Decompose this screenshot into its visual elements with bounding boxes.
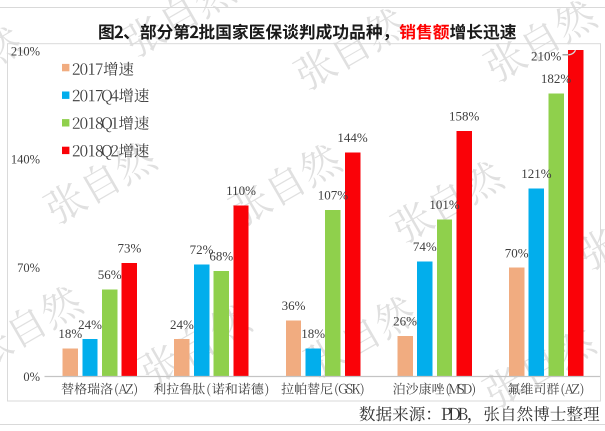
svg-text:18%: 18% [301, 326, 325, 341]
svg-text:110%: 110% [226, 183, 256, 198]
svg-text:158%: 158% [449, 108, 480, 123]
svg-text:101%: 101% [429, 197, 460, 212]
svg-text:36%: 36% [282, 298, 306, 313]
svg-text:73%: 73% [117, 241, 141, 256]
svg-text:24%: 24% [170, 317, 194, 332]
svg-text:74%: 74% [413, 239, 437, 254]
svg-text:72%: 72% [190, 242, 214, 257]
svg-text:68%: 68% [209, 248, 233, 263]
svg-text:70%: 70% [505, 245, 529, 260]
svg-text:56%: 56% [98, 267, 122, 282]
svg-text:121%: 121% [521, 166, 552, 181]
svg-text:26%: 26% [393, 314, 417, 329]
svg-text:140%: 140% [11, 152, 40, 166]
svg-text:182%: 182% [541, 71, 572, 86]
svg-text:107%: 107% [318, 188, 349, 203]
svg-text:24%: 24% [78, 317, 102, 332]
svg-text:18%: 18% [58, 326, 82, 341]
svg-text:210%: 210% [11, 44, 40, 58]
svg-text:210%: 210% [531, 49, 562, 64]
svg-text:0%: 0% [23, 370, 40, 384]
svg-text:70%: 70% [17, 261, 40, 275]
svg-text:144%: 144% [337, 130, 368, 145]
